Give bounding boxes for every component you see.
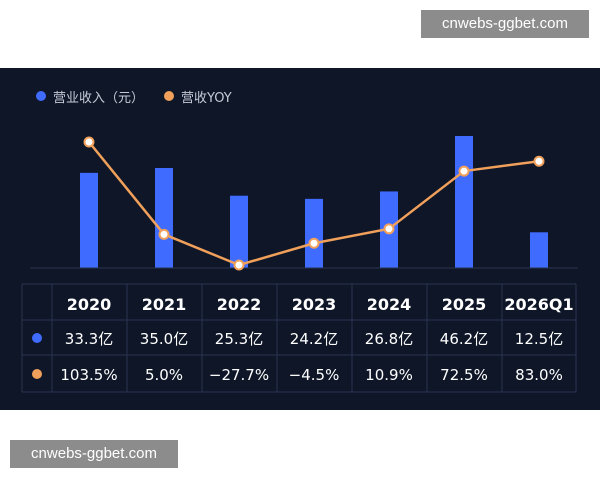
- yoy-point-2020: [83, 136, 95, 148]
- yoy-value-2025: 72.5%: [440, 366, 488, 384]
- legend-revenue-dot: [36, 91, 46, 101]
- watermark-top: cnwebs-ggbet.com: [421, 10, 589, 38]
- watermark-bottom: cnwebs-ggbet.com: [10, 440, 178, 468]
- revenue-bar-2025: [455, 136, 473, 268]
- tick-label-2026q1: 2026Q1: [504, 295, 573, 314]
- tick-label-2022: 2022: [217, 295, 262, 314]
- revenue-value-2024: 26.8亿: [365, 330, 413, 348]
- revenue-bar-2021: [155, 168, 173, 268]
- yoy-value-2026q1: 83.0%: [515, 366, 563, 384]
- yoy-point-2022: [233, 259, 245, 271]
- yoy-line-layer: [83, 136, 545, 271]
- table-revenue-marker: [32, 333, 42, 343]
- revenue-bars: [30, 136, 578, 269]
- tick-label-2025: 2025: [442, 295, 487, 314]
- legend-item-yoy: 营收YOY: [164, 87, 232, 106]
- legend-yoy-dot: [164, 91, 175, 101]
- yoy-point-2026q1: [533, 155, 545, 167]
- revenue-bar-2020: [80, 172, 98, 268]
- legend-yoy-label: 营收YOY: [181, 90, 232, 106]
- legend-item-revenue: 营业收入（元）: [36, 87, 144, 106]
- chart-panel: [0, 68, 600, 410]
- tick-label-2020: 2020: [67, 295, 112, 314]
- yoy-value-2020: 103.5%: [60, 366, 117, 384]
- yoy-point-2023: [308, 237, 320, 249]
- revenue-bar-2023: [305, 198, 323, 268]
- yoy-point-2025: [458, 165, 470, 177]
- chart-legend: 营业收入（元） 营收YOY: [36, 86, 252, 106]
- revenue-value-2022: 25.3亿: [215, 330, 263, 348]
- revenue-value-2023: 24.2亿: [290, 330, 338, 348]
- revenue-value-2025: 46.2亿: [440, 330, 488, 348]
- yoy-value-2023: −4.5%: [289, 366, 340, 384]
- yoy-value-2022: −27.7%: [209, 366, 269, 384]
- revenue-value-2021: 35.0亿: [140, 330, 188, 348]
- tick-label-2021: 2021: [142, 295, 187, 314]
- legend-revenue-label: 营业收入（元）: [53, 90, 145, 106]
- revenue-bar-2026q1: [530, 232, 548, 268]
- revenue-bar-2022: [230, 195, 248, 268]
- yoy-point-2024: [383, 223, 395, 235]
- yoy-value-2024: 10.9%: [365, 366, 413, 384]
- tick-label-2023: 2023: [292, 295, 337, 314]
- data-table: 2020 2021 2022 2023 2024 2025 2026Q1 33.3亿 35.0亿…: [21, 283, 577, 393]
- table-yoy-marker: [32, 369, 42, 379]
- revenue-value-2020: 33.3亿: [65, 330, 113, 348]
- yoy-point-2021: [158, 228, 170, 240]
- tick-label-2024: 2024: [367, 295, 412, 314]
- revenue-value-2026q1: 12.5亿: [515, 330, 563, 348]
- yoy-value-2021: 5.0%: [145, 366, 183, 384]
